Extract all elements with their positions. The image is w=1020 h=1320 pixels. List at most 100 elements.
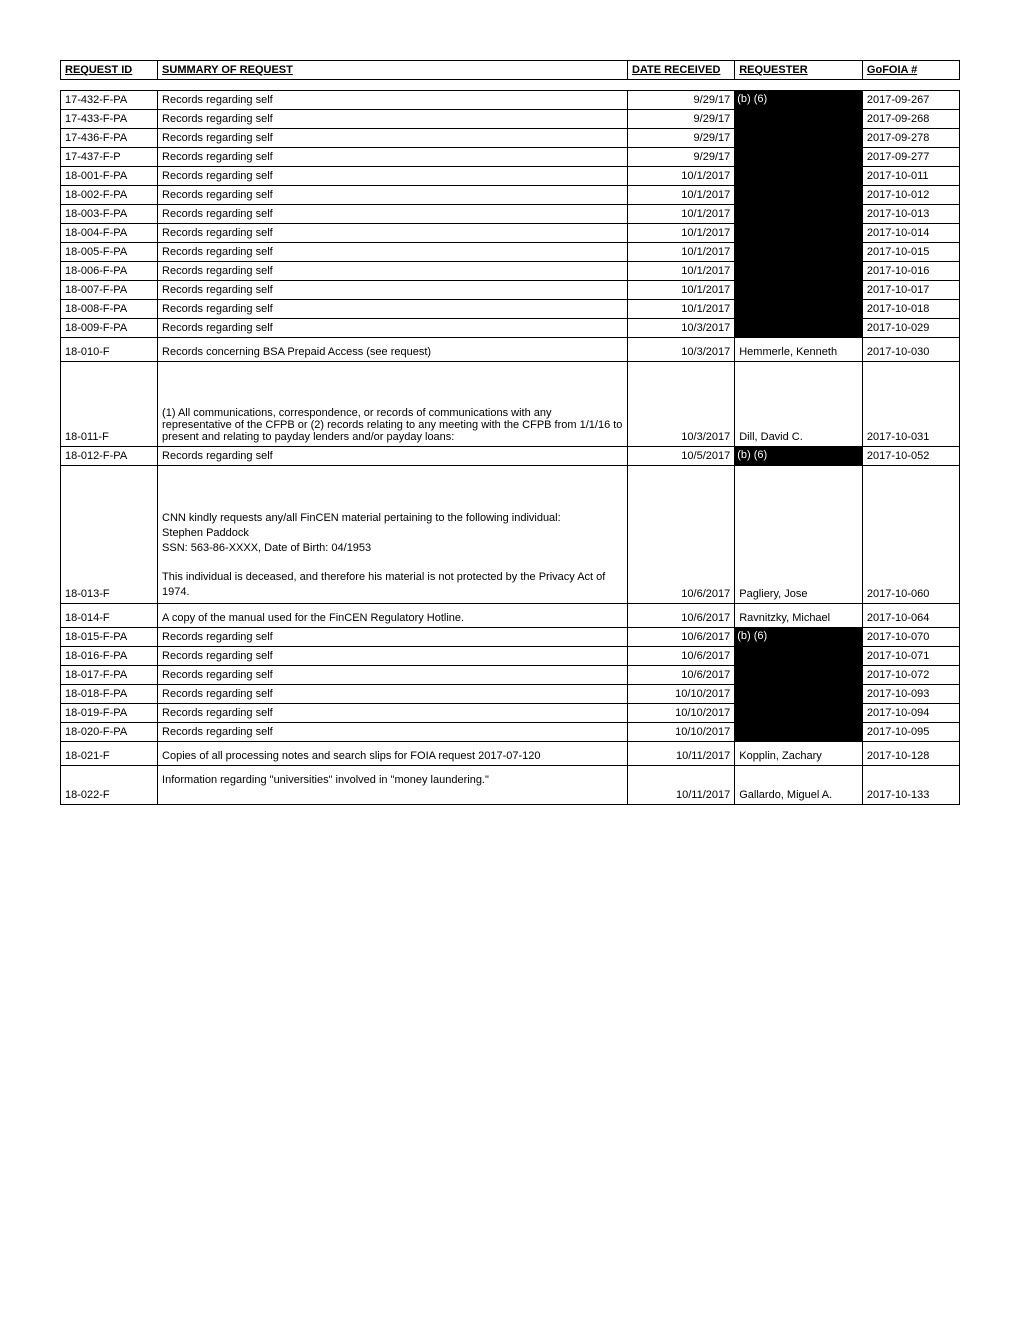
cell-gofoia: 2017-10-017 [862,281,959,300]
cell-request-id: 18-012-F-PA [61,447,158,466]
table-row: 18-012-F-PARecords regarding self10/5/20… [61,447,960,466]
cell-date: 10/6/2017 [627,604,734,628]
redaction-label: (b) (6) [737,449,767,461]
cell-gofoia: 2017-10-016 [862,262,959,281]
redaction-label: (b) (6) [737,93,767,105]
redaction-block [735,224,862,242]
cell-date: 10/1/2017 [627,224,734,243]
cell-summary: (1) All communications, correspondence, … [158,362,628,447]
cell-request-id: 18-020-F-PA [61,723,158,742]
header-summary: SUMMARY OF REQUEST [158,61,628,80]
cell-date: 10/5/2017 [627,447,734,466]
foia-log-table: REQUEST ID SUMMARY OF REQUEST DATE RECEI… [60,60,960,805]
redaction-block [735,148,862,166]
table-row: 18-014-FA copy of the manual used for th… [61,604,960,628]
cell-summary: Records regarding self [158,129,628,148]
cell-date: 10/6/2017 [627,466,734,604]
table-row: 17-433-F-PARecords regarding self9/29/17… [61,110,960,129]
cell-summary: Records regarding self [158,447,628,466]
cell-date: 10/6/2017 [627,666,734,685]
cell-gofoia: 2017-10-071 [862,647,959,666]
cell-requester [735,186,863,205]
table-row: 18-001-F-PARecords regarding self10/1/20… [61,167,960,186]
cell-date: 10/3/2017 [627,319,734,338]
cell-request-id: 18-006-F-PA [61,262,158,281]
cell-requester: Gallardo, Miguel A. [735,766,863,805]
redaction-block [735,110,862,128]
cell-gofoia: 2017-10-060 [862,466,959,604]
table-row: 18-013-FCNN kindly requests any/all FinC… [61,466,960,604]
cell-date: 9/29/17 [627,148,734,167]
cell-summary: Records regarding self [158,243,628,262]
cell-requester: Pagliery, Jose [735,466,863,604]
cell-request-id: 18-015-F-PA [61,628,158,647]
cell-request-id: 18-005-F-PA [61,243,158,262]
cell-date: 10/6/2017 [627,647,734,666]
cell-date: 10/11/2017 [627,766,734,805]
redaction-block [735,666,862,684]
cell-request-id: 18-011-F [61,362,158,447]
cell-gofoia: 2017-10-014 [862,224,959,243]
table-row: 18-017-F-PARecords regarding self10/6/20… [61,666,960,685]
cell-requester: Kopplin, Zachary [735,742,863,766]
table-row: 18-021-FCopies of all processing notes a… [61,742,960,766]
header-gofoia: GoFOIA # [862,61,959,80]
cell-request-id: 18-016-F-PA [61,647,158,666]
cell-gofoia: 2017-10-018 [862,300,959,319]
cell-request-id: 18-010-F [61,338,158,362]
redaction-block [735,129,862,147]
table-row: 18-007-F-PARecords regarding self10/1/20… [61,281,960,300]
redaction-block [735,262,862,280]
cell-requester: (b) (6) [735,447,863,466]
cell-date: 10/10/2017 [627,723,734,742]
cell-gofoia: 2017-10-013 [862,205,959,224]
cell-gofoia: 2017-10-133 [862,766,959,805]
redaction-block [735,647,862,665]
redaction-label: (b) (6) [737,630,767,642]
cell-date: 10/11/2017 [627,742,734,766]
cell-gofoia: 2017-10-070 [862,628,959,647]
cell-summary: Records regarding self [158,205,628,224]
table-row: 18-015-F-PARecords regarding self10/6/20… [61,628,960,647]
cell-request-id: 18-004-F-PA [61,224,158,243]
redaction-block [735,186,862,204]
cell-requester: (b) (6) [735,91,863,110]
cell-gofoia: 2017-10-128 [862,742,959,766]
cell-requester [735,167,863,186]
cell-date: 10/10/2017 [627,704,734,723]
cell-requester [735,300,863,319]
table-row: 18-006-F-PARecords regarding self10/1/20… [61,262,960,281]
cell-gofoia: 2017-10-094 [862,704,959,723]
table-row: 18-020-F-PARecords regarding self10/10/2… [61,723,960,742]
cell-requester [735,205,863,224]
cell-requester: Dill, David C. [735,362,863,447]
redaction-block [735,704,862,722]
cell-request-id: 18-008-F-PA [61,300,158,319]
cell-requester [735,148,863,167]
cell-summary: Records regarding self [158,262,628,281]
cell-request-id: 18-002-F-PA [61,186,158,205]
cell-request-id: 18-013-F [61,466,158,604]
cell-requester: (b) (6) [735,628,863,647]
redaction-block [735,243,862,261]
cell-date: 9/29/17 [627,129,734,148]
redaction-block [735,205,862,223]
cell-summary: Records regarding self [158,319,628,338]
cell-date: 9/29/17 [627,110,734,129]
cell-date: 10/1/2017 [627,243,734,262]
cell-request-id: 18-021-F [61,742,158,766]
cell-date: 10/1/2017 [627,167,734,186]
cell-date: 10/1/2017 [627,300,734,319]
cell-date: 9/29/17 [627,91,734,110]
cell-request-id: 17-433-F-PA [61,110,158,129]
cell-summary: Records regarding self [158,110,628,129]
table-row: 18-019-F-PARecords regarding self10/10/2… [61,704,960,723]
cell-gofoia: 2017-09-267 [862,91,959,110]
table-row: 18-008-F-PARecords regarding self10/1/20… [61,300,960,319]
cell-gofoia: 2017-09-278 [862,129,959,148]
table-row: 18-016-F-PARecords regarding self10/6/20… [61,647,960,666]
cell-gofoia: 2017-10-012 [862,186,959,205]
table-row: 18-003-F-PARecords regarding self10/1/20… [61,205,960,224]
cell-requester [735,723,863,742]
cell-date: 10/1/2017 [627,186,734,205]
